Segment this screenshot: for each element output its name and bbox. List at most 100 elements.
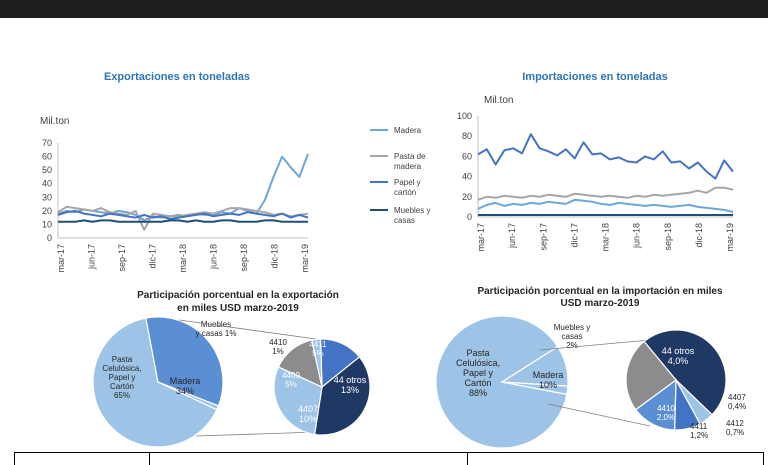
pie-label: 4411 — [309, 340, 327, 349]
x-tick-label: dic-17 — [148, 244, 158, 269]
pie-slice — [145, 316, 224, 407]
series-line — [57, 205, 309, 231]
y-axis-label: Mil.ton — [484, 95, 513, 106]
bottom-table-header — [14, 452, 764, 465]
top-bar — [0, 0, 768, 18]
y-tick-label: 60 — [462, 151, 472, 161]
y-tick-label: 20 — [42, 206, 52, 216]
pie-label: 88% — [469, 388, 487, 398]
x-tick-label: mar-19 — [300, 244, 310, 273]
x-tick-label: mar-17 — [56, 244, 66, 273]
series-line — [57, 209, 309, 220]
pie-label: 4410 — [269, 338, 287, 347]
pie-label: 4409 — [282, 371, 300, 380]
legend-label: madera — [394, 162, 422, 171]
x-tick-label: jun-17 — [87, 244, 97, 270]
pie-slice — [311, 338, 323, 388]
pie-label: Cartón — [110, 382, 134, 391]
y-tick-label: 30 — [42, 192, 52, 202]
pie-label: y casas 1% — [196, 329, 237, 338]
pie-label: Madera — [533, 370, 564, 380]
pie-label: 44 otros — [662, 346, 695, 356]
chart-title: Importaciones en toneladas — [522, 71, 667, 83]
y-axis-label: Mil.ton — [40, 116, 69, 127]
pie-title: Participación porcentual en la exportaci… — [137, 290, 339, 301]
pie-slice — [92, 317, 218, 448]
x-tick-label: jun-17 — [507, 223, 517, 249]
legend-label: Pasta de — [394, 152, 426, 161]
y-tick-label: 10 — [42, 219, 52, 229]
y-tick-label: 80 — [462, 131, 472, 141]
pie-slice — [273, 366, 323, 436]
x-tick-label: mar-17 — [476, 223, 486, 252]
pie-label: 4407 — [728, 393, 746, 402]
pie-label: 2,0% — [657, 413, 675, 422]
series-line — [58, 219, 308, 223]
pie-title: USD marzo-2019 — [561, 298, 640, 309]
connector-line — [539, 339, 651, 351]
pie-label: 65% — [114, 391, 130, 400]
pie-label: 5% — [285, 380, 297, 389]
pie-label: Celulósica, — [456, 358, 500, 368]
pie-slice — [501, 381, 569, 396]
x-tick-label: sep-17 — [117, 244, 127, 272]
pie-title: en miles USD marzo-2019 — [177, 303, 299, 314]
pie-label: 0,4% — [728, 402, 746, 411]
pie-label: 4412 — [726, 419, 744, 428]
chart-title: Exportaciones en toneladas — [104, 71, 250, 83]
x-tick-label: mar-18 — [601, 223, 611, 252]
pie-slice — [313, 356, 371, 436]
x-tick-label: mar-18 — [178, 244, 188, 273]
x-tick-label: dic-18 — [694, 223, 704, 248]
pie-label: Pasta — [112, 355, 133, 364]
line-chart: Exportaciones en toneladas Mil.ton 0 10 20 30… — [40, 71, 310, 273]
legend-label: Muebles y — [394, 206, 430, 215]
pie-label: 1,2% — [690, 431, 708, 440]
pie-slice — [625, 340, 677, 411]
x-tick-label: sep-18 — [239, 244, 249, 272]
x-tick-label: dic-18 — [270, 244, 280, 269]
y-tick-label: 20 — [462, 192, 472, 202]
legend-label: casas — [394, 216, 415, 225]
connector-line — [195, 431, 319, 437]
y-tick-label: 0 — [47, 233, 52, 243]
legend-label: cartón — [394, 188, 416, 197]
pie-label: Papel y — [463, 368, 494, 378]
pie-label: 34% — [176, 386, 194, 396]
pie-label: 44 otros — [334, 375, 367, 385]
x-tick-label: jun-18 — [209, 244, 219, 270]
pie-label: 10% — [299, 414, 317, 424]
x-tick-label: jun-18 — [632, 223, 642, 249]
y-tick-label: 0 — [467, 212, 472, 222]
pie-label: 4411 — [690, 422, 708, 431]
pie-slice — [157, 381, 220, 411]
pie-title: Participación porcentual en la importaci… — [477, 286, 723, 297]
table-column-divider — [149, 453, 150, 465]
legend-label: Madera — [394, 126, 422, 135]
x-tick-label: dic-17 — [569, 223, 579, 248]
pie-slice — [643, 329, 727, 416]
pie-label: casas — [562, 332, 583, 341]
pie-label: 4407 — [298, 404, 318, 414]
y-tick-label: 40 — [462, 172, 472, 182]
y-tick-label: 40 — [42, 179, 52, 189]
pie-label: Muebles — [201, 320, 231, 329]
series-line — [477, 198, 734, 213]
y-tick-label: 70 — [42, 138, 52, 148]
connector-line — [547, 403, 651, 427]
x-tick-label: mar-19 — [725, 223, 735, 252]
pie-label: 10% — [539, 380, 557, 390]
x-tick-label: sep-17 — [538, 223, 548, 251]
pie-label: Muebles y — [554, 323, 590, 332]
pie-label: 1% — [272, 347, 284, 356]
line-chart: Importaciones en toneladas Mil.ton 0 20 40 60… — [457, 71, 735, 252]
connector-line — [178, 319, 324, 341]
pie-label: Madera — [170, 376, 201, 386]
table-column-divider — [467, 453, 468, 465]
pie-label: Cartón — [464, 378, 491, 388]
